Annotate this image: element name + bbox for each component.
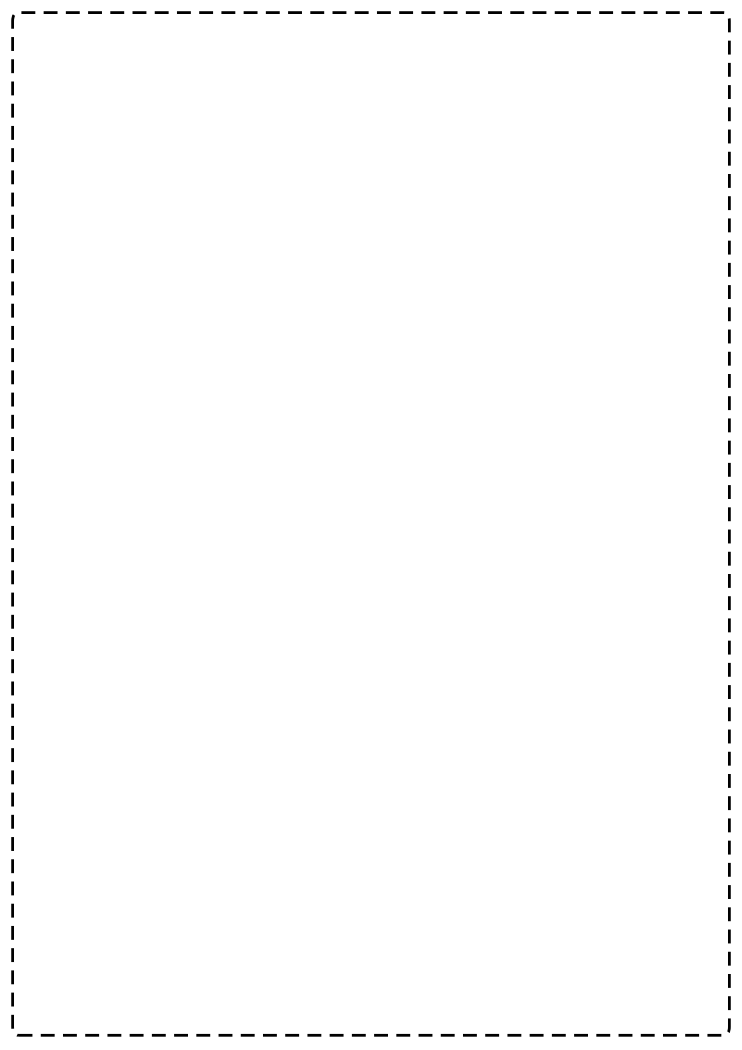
Text: Identify each triangle based on their angles: Identify each triangle based on their an… bbox=[52, 572, 387, 588]
FancyBboxPatch shape bbox=[120, 87, 622, 152]
Text: 4: 4 bbox=[35, 364, 45, 379]
Text: 6: 6 bbox=[551, 364, 561, 379]
Text: M: M bbox=[648, 52, 667, 71]
Text: 10: 10 bbox=[30, 702, 50, 717]
Text: Name :: Name : bbox=[52, 33, 117, 51]
Text: Identify each triangle based on their sides as equilateral, isosceles or scalene: Identify each triangle based on their si… bbox=[52, 158, 649, 172]
Text: 9: 9 bbox=[543, 576, 553, 591]
Text: 5: 5 bbox=[275, 364, 285, 379]
Text: Score :: Score : bbox=[52, 83, 114, 101]
Text: 1: 1 bbox=[45, 203, 55, 217]
Text: 3: 3 bbox=[555, 203, 565, 217]
Text: 7: 7 bbox=[35, 576, 45, 591]
Text: 12: 12 bbox=[502, 682, 522, 697]
Polygon shape bbox=[671, 52, 678, 74]
Text: ATH: ATH bbox=[666, 52, 710, 71]
Text: MONKS: MONKS bbox=[650, 88, 706, 102]
Text: 2: 2 bbox=[280, 203, 290, 217]
Text: Date :: Date : bbox=[350, 83, 405, 101]
Text: 11: 11 bbox=[270, 685, 289, 699]
Text: Classifying Triangles by Sides and Angles: Classifying Triangles by Sides and Angle… bbox=[191, 110, 551, 128]
Text: 8: 8 bbox=[275, 576, 285, 591]
